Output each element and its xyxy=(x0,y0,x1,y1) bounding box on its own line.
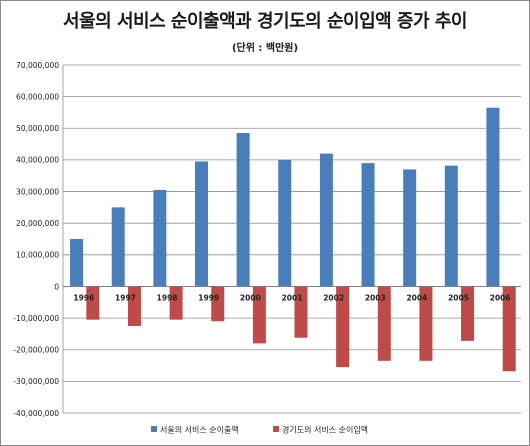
bar-seoul xyxy=(486,107,500,287)
bar-gyeonggi xyxy=(502,286,516,372)
category-label: 2006 xyxy=(490,293,511,302)
bar-seoul xyxy=(361,163,375,287)
chart-subtitle: (단위 : 백만원) xyxy=(231,43,299,54)
bar-gyeonggi xyxy=(336,286,350,368)
y-tick-label: -40,000,000 xyxy=(13,409,59,418)
y-tick-label: 0 xyxy=(54,282,59,291)
category-label: 2003 xyxy=(365,293,386,302)
bar-gyeonggi xyxy=(86,286,100,320)
category-label: 1997 xyxy=(115,293,136,302)
y-tick-label: 20,000,000 xyxy=(16,219,59,228)
bar-seoul xyxy=(111,207,125,287)
bar-seoul xyxy=(444,165,458,287)
category-label: 1999 xyxy=(198,293,219,302)
bar-gyeonggi xyxy=(294,286,308,338)
bar-seoul xyxy=(278,159,292,287)
legend-swatch xyxy=(151,426,157,432)
y-tick-label: 40,000,000 xyxy=(16,156,59,165)
legend-label: 경기도의 서비스 순이입액 xyxy=(282,425,368,435)
bar-gyeonggi xyxy=(461,286,475,341)
legend-label: 서울의 서비스 순이출액 xyxy=(160,425,239,435)
bar-gyeonggi xyxy=(211,286,225,322)
category-label: 2000 xyxy=(240,293,261,302)
y-tick-label: 50,000,000 xyxy=(16,124,59,133)
y-tick-label: 10,000,000 xyxy=(16,251,59,260)
category-label: 2005 xyxy=(448,293,469,302)
category-label: 1996 xyxy=(73,293,94,302)
category-label: 2004 xyxy=(406,293,427,302)
y-tick-label: -20,000,000 xyxy=(13,346,59,355)
y-tick-label: -10,000,000 xyxy=(13,314,59,323)
category-label: 2001 xyxy=(282,293,303,302)
bar-seoul xyxy=(236,133,250,287)
bar-gyeonggi xyxy=(377,286,391,361)
y-tick-label: 70,000,000 xyxy=(16,61,59,70)
bar-gyeonggi xyxy=(252,286,266,344)
category-label: 2002 xyxy=(323,293,344,302)
bar-seoul xyxy=(70,239,84,287)
y-tick-label: 30,000,000 xyxy=(16,187,59,196)
legend-swatch xyxy=(273,426,279,432)
chart-title: 서울의 서비스 순이출액과 경기도의 순이입액 증가 추이 xyxy=(63,11,467,32)
bar-seoul xyxy=(319,153,333,287)
bar-seoul xyxy=(194,161,208,287)
bar-gyeonggi xyxy=(127,286,141,326)
bar-seoul xyxy=(403,169,417,287)
bar-gyeonggi xyxy=(169,286,183,320)
category-label: 1998 xyxy=(157,293,178,302)
y-tick-label: 60,000,000 xyxy=(16,92,59,101)
bar-gyeonggi xyxy=(419,286,433,361)
bar-seoul xyxy=(153,189,167,287)
y-tick-label: -30,000,000 xyxy=(13,377,59,386)
